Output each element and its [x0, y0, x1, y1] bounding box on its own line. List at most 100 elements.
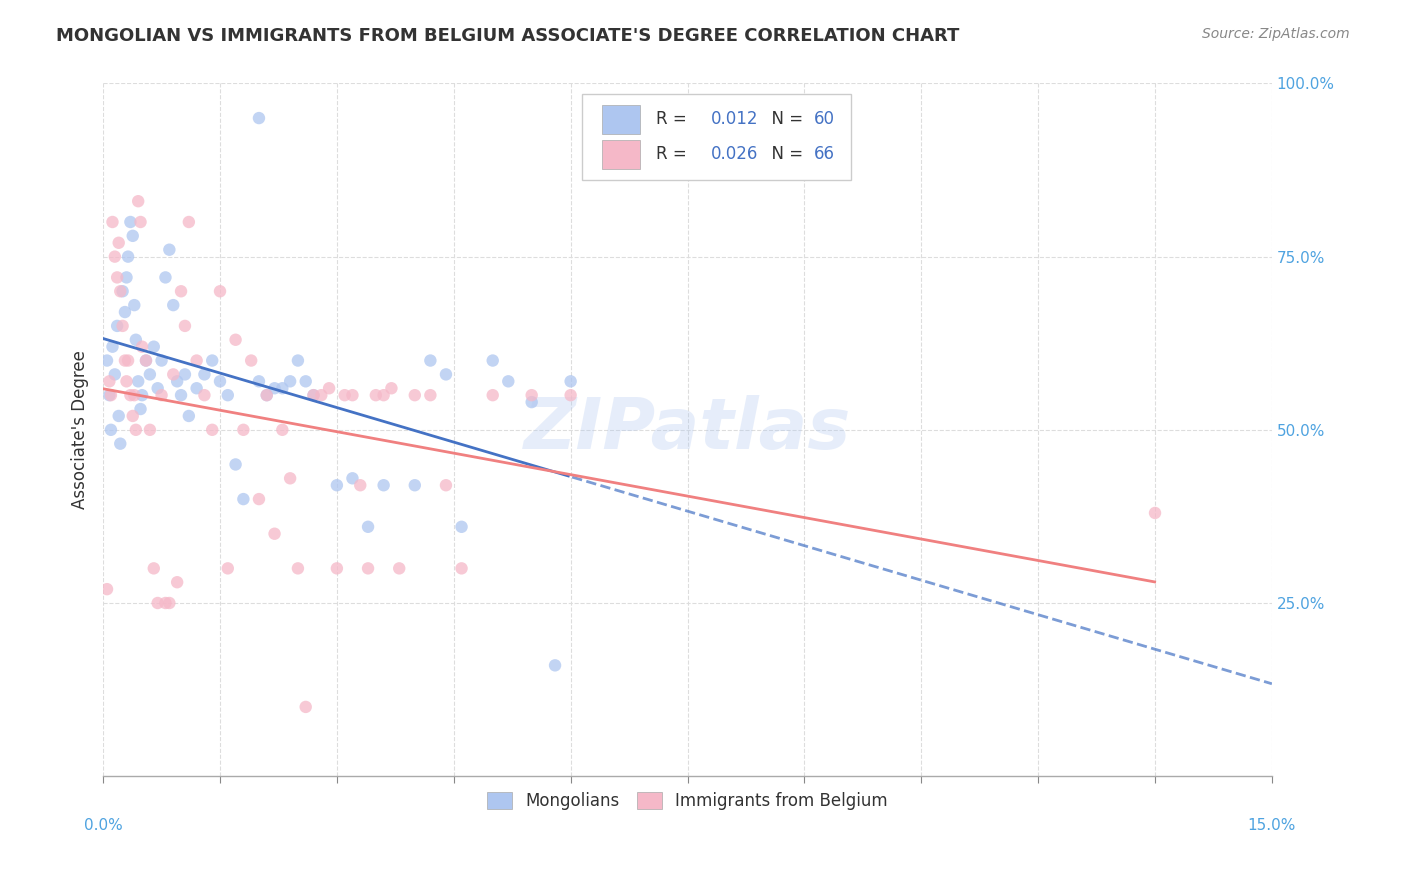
Point — [294, 374, 316, 388]
Point — [302, 388, 325, 402]
Point — [373, 478, 395, 492]
Point — [357, 520, 380, 534]
Point — [127, 194, 149, 209]
Point — [131, 388, 153, 402]
Point — [349, 478, 371, 492]
Point — [278, 374, 301, 388]
Point — [481, 388, 503, 402]
Point — [155, 596, 177, 610]
Point — [115, 374, 138, 388]
Text: 0.012: 0.012 — [711, 111, 758, 128]
Point — [150, 353, 173, 368]
Point — [373, 388, 395, 402]
Point — [256, 388, 278, 402]
Text: Source: ZipAtlas.com: Source: ZipAtlas.com — [1202, 27, 1350, 41]
Point — [450, 561, 472, 575]
Point — [124, 388, 146, 402]
Point — [146, 596, 169, 610]
Point — [404, 388, 426, 402]
Point — [450, 520, 472, 534]
Point — [333, 388, 356, 402]
Point — [174, 368, 197, 382]
Point — [201, 353, 224, 368]
Point — [105, 318, 128, 333]
Point — [247, 374, 270, 388]
Point — [419, 353, 441, 368]
Text: 0.026: 0.026 — [711, 145, 758, 163]
Point — [104, 250, 127, 264]
Legend: Mongolians, Immigrants from Belgium: Mongolians, Immigrants from Belgium — [481, 785, 894, 816]
Point — [217, 561, 239, 575]
Point — [263, 526, 285, 541]
Point — [434, 478, 457, 492]
Text: 60: 60 — [814, 111, 835, 128]
Point — [96, 353, 118, 368]
Point — [326, 478, 349, 492]
Point — [142, 340, 165, 354]
Point — [166, 575, 188, 590]
Point — [208, 285, 231, 299]
Text: N =: N = — [761, 111, 808, 128]
Point — [186, 353, 208, 368]
Point — [520, 395, 543, 409]
Point — [388, 561, 411, 575]
Point — [98, 374, 121, 388]
Point — [404, 478, 426, 492]
Point — [256, 388, 278, 402]
Point — [135, 353, 157, 368]
Point — [318, 381, 340, 395]
Point — [193, 388, 215, 402]
Text: R =: R = — [657, 111, 692, 128]
Point — [434, 368, 457, 382]
Text: 0.0%: 0.0% — [84, 818, 122, 833]
Point — [114, 353, 136, 368]
Point — [155, 270, 177, 285]
Point — [186, 381, 208, 395]
Bar — [602, 139, 640, 169]
Point — [481, 353, 503, 368]
Point — [419, 388, 441, 402]
Point — [225, 458, 247, 472]
Point — [364, 388, 387, 402]
Point — [247, 111, 270, 125]
Point — [139, 423, 162, 437]
Point — [127, 374, 149, 388]
Point — [114, 305, 136, 319]
Point — [120, 215, 142, 229]
Point — [162, 368, 184, 382]
Point — [157, 596, 180, 610]
Point — [110, 285, 132, 299]
Point — [170, 388, 193, 402]
Point — [232, 423, 254, 437]
Y-axis label: Associate's Degree: Associate's Degree — [72, 351, 89, 509]
Point — [121, 228, 143, 243]
Point — [107, 409, 129, 423]
Point — [544, 658, 567, 673]
Point — [177, 215, 200, 229]
Point — [208, 374, 231, 388]
Text: N =: N = — [761, 145, 808, 163]
Point — [107, 235, 129, 250]
Point — [380, 381, 402, 395]
Text: MONGOLIAN VS IMMIGRANTS FROM BELGIUM ASSOCIATE'S DEGREE CORRELATION CHART: MONGOLIAN VS IMMIGRANTS FROM BELGIUM ASS… — [56, 27, 960, 45]
FancyBboxPatch shape — [582, 94, 851, 180]
Point — [142, 561, 165, 575]
Point — [100, 388, 122, 402]
Point — [125, 423, 148, 437]
Text: 66: 66 — [814, 145, 835, 163]
Point — [124, 298, 146, 312]
Point — [240, 353, 263, 368]
Point — [287, 561, 309, 575]
Point — [342, 471, 364, 485]
Point — [201, 423, 224, 437]
Point — [111, 318, 134, 333]
Point — [174, 318, 197, 333]
Point — [129, 215, 152, 229]
Point — [177, 409, 200, 423]
Point — [294, 700, 316, 714]
Point — [135, 353, 157, 368]
Point — [271, 381, 294, 395]
Point — [117, 353, 139, 368]
Point — [560, 374, 582, 388]
Point — [271, 423, 294, 437]
